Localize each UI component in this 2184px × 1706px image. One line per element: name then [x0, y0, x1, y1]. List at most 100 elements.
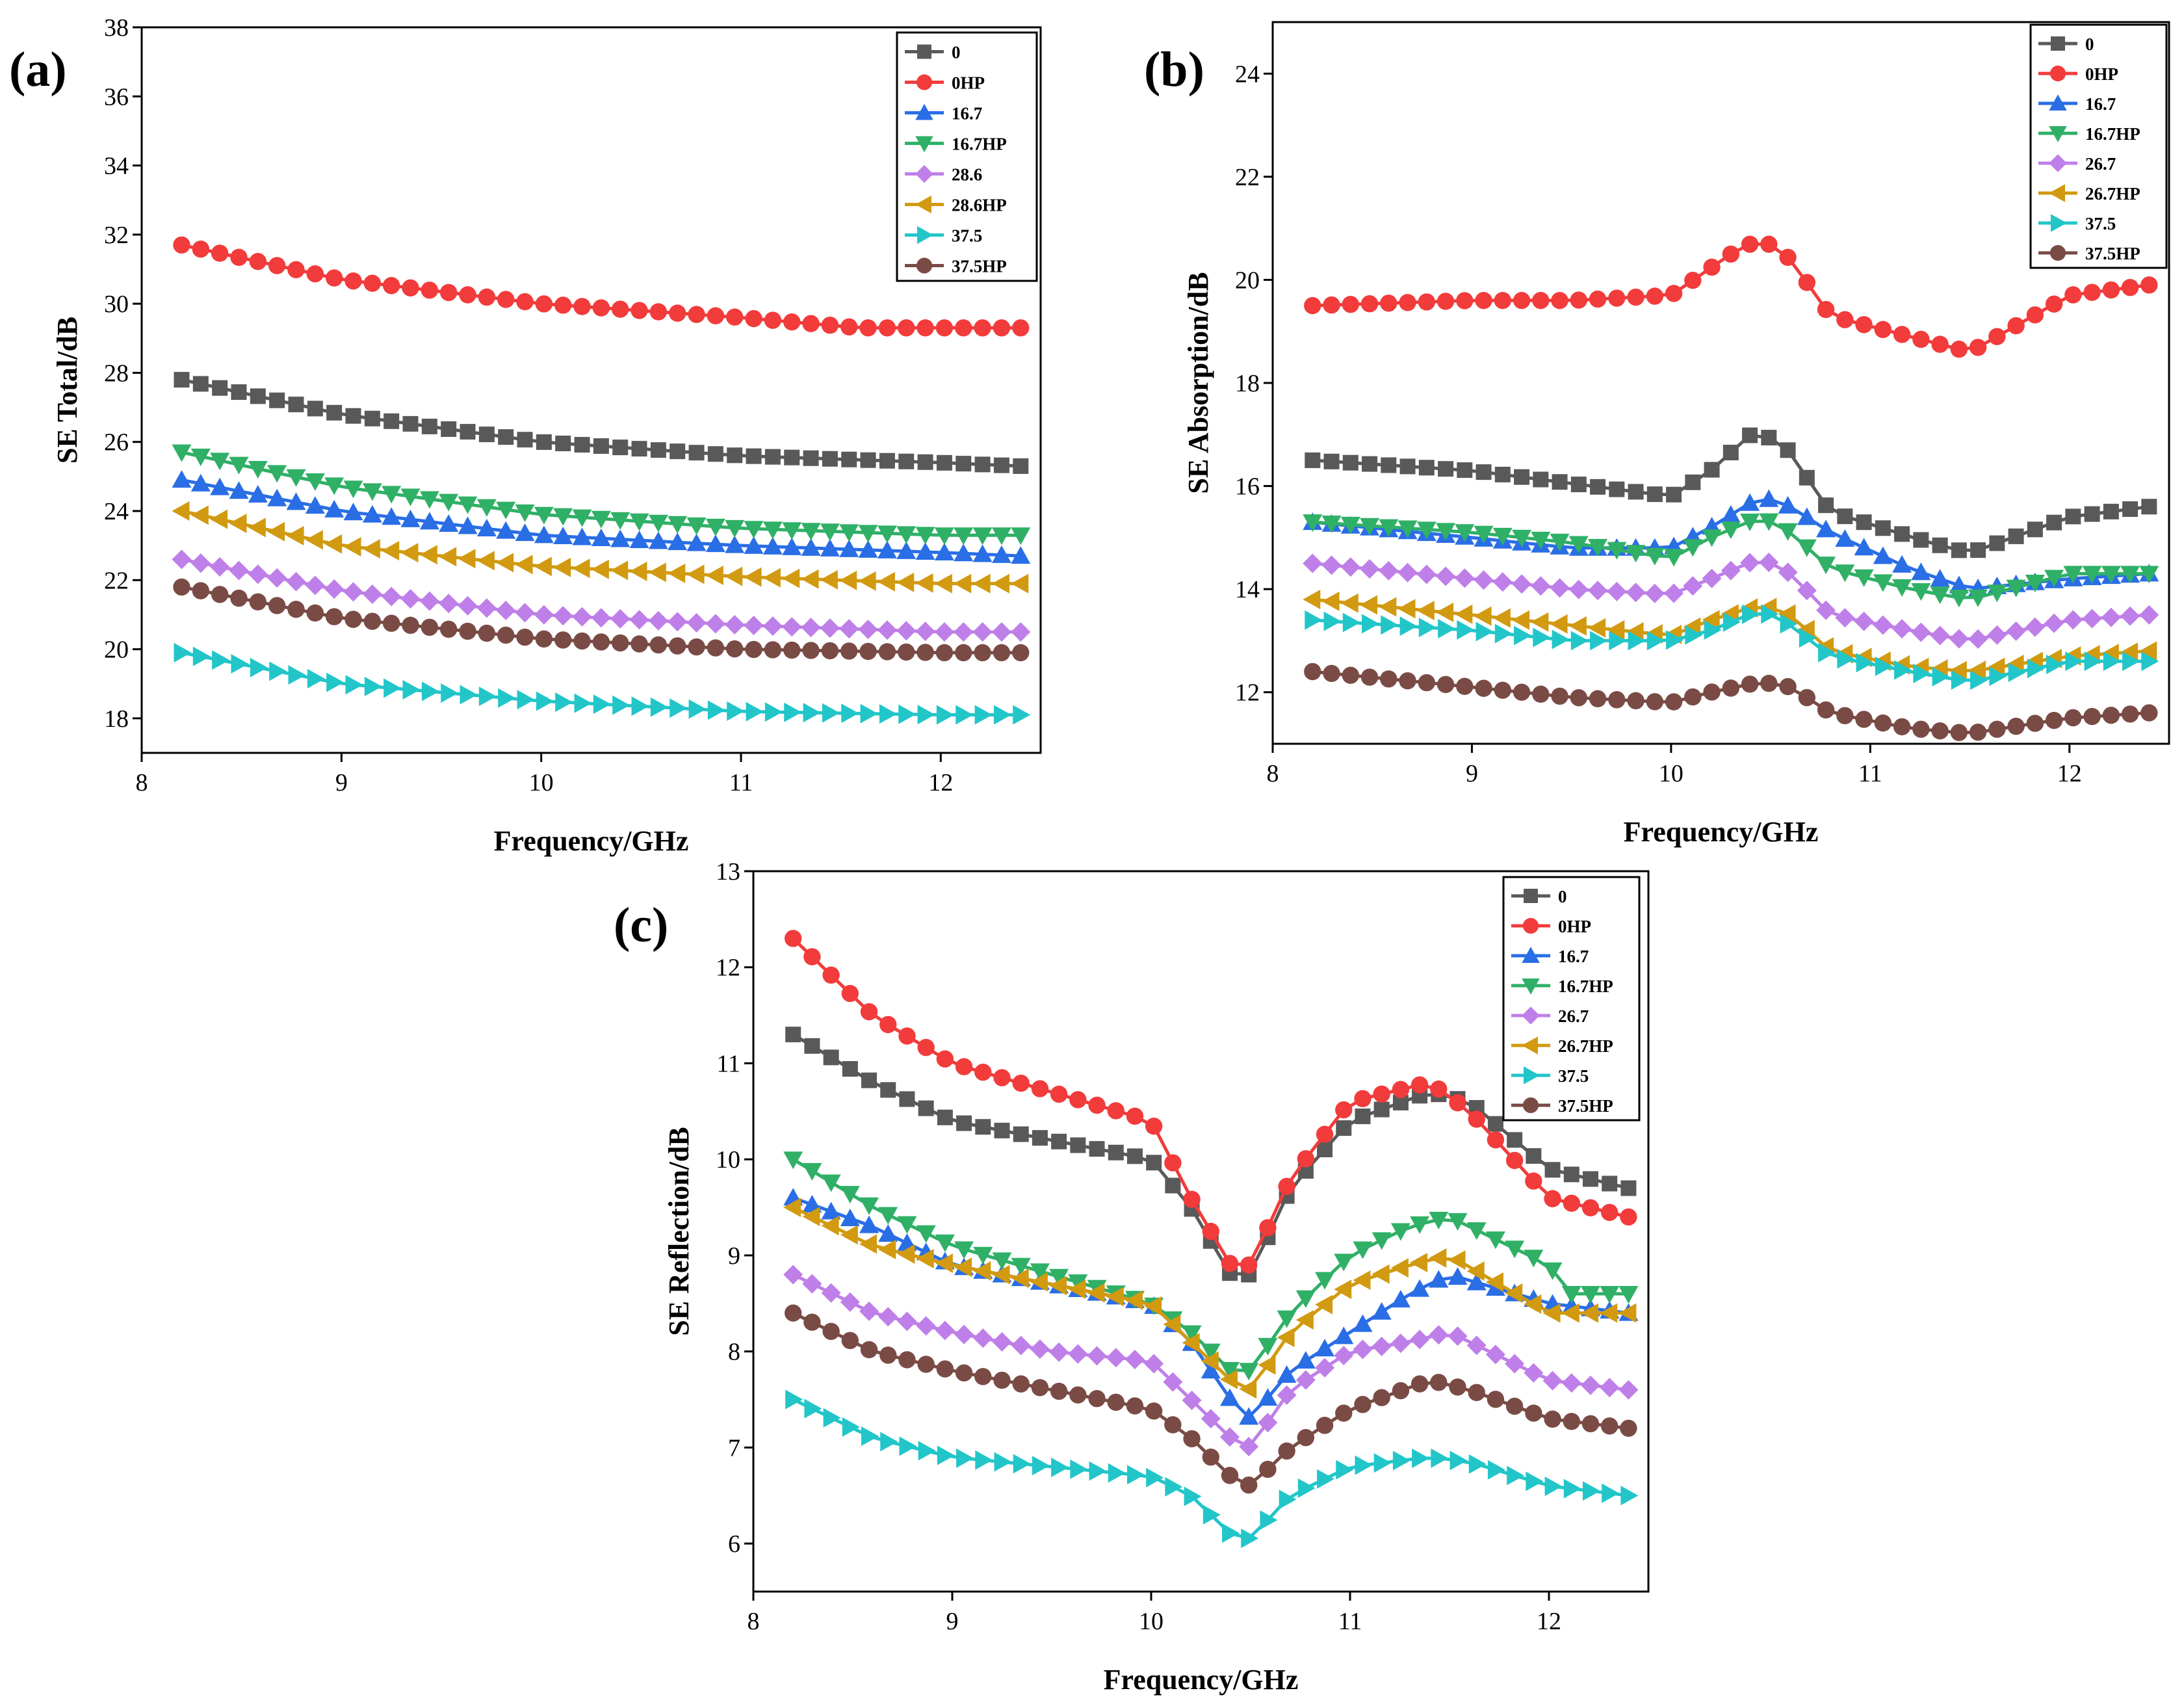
data-point-0HP-1 — [1323, 296, 1340, 314]
data-point-28.6-31 — [762, 616, 783, 636]
data-point-37.5HP-10 — [363, 612, 382, 630]
y-tick-label: 26 — [104, 429, 129, 456]
data-point-37.5HP-37 — [878, 643, 896, 661]
data-point-16.7HP-19 — [534, 506, 554, 525]
data-point-26.7-29 — [1854, 611, 1874, 631]
data-point-26.7-35 — [1448, 1326, 1468, 1346]
data-point-26.7HP-16 — [1607, 620, 1625, 640]
data-point-26.7-6 — [897, 1311, 917, 1332]
data-point-0HP-10 — [363, 274, 382, 292]
data-point-16.7-23 — [1740, 493, 1760, 511]
series-37.5HP — [785, 1304, 1637, 1494]
data-point-0-39 — [2046, 514, 2062, 531]
data-point-16.7HP-38 — [1505, 1240, 1525, 1259]
data-point-16.7-31 — [1372, 1302, 1392, 1320]
data-point-26.7-39 — [1524, 1363, 1544, 1383]
data-point-16.7HP-13 — [1550, 533, 1570, 551]
series-26.7 — [783, 1265, 1639, 1457]
data-point-0HP-38 — [898, 319, 915, 337]
data-point-28.6HP-43 — [991, 573, 1009, 594]
data-point-0HP-35 — [1449, 1094, 1466, 1112]
data-point-16.7HP-7 — [305, 473, 325, 492]
data-point-37.5-15 — [1590, 631, 1608, 651]
data-point-37.5HP-4 — [860, 1341, 878, 1359]
data-point-0-18 — [1646, 486, 1663, 503]
data-point-37.5HP-7 — [1436, 676, 1455, 694]
data-point-26.7HP-4 — [859, 1234, 878, 1254]
data-point-16.7-23 — [1220, 1388, 1240, 1406]
panel-c: 8 9 10 11 12 6 7 8 9 10 11 12 13 Frequency/GHz SE Refl… — [614, 858, 1650, 1696]
data-point-16.7HP-29 — [725, 519, 745, 538]
data-point-16.7HP-43 — [1600, 1286, 1620, 1304]
data-point-0-25 — [1780, 442, 1796, 458]
data-point-0-31 — [1373, 1101, 1390, 1118]
data-point-37.5-25 — [1260, 1510, 1278, 1530]
data-point-16.7-26 — [1277, 1365, 1297, 1383]
data-point-16.7HP-13 — [419, 491, 439, 509]
data-point-0-12 — [1013, 1126, 1029, 1142]
data-point-26.7-29 — [1334, 1345, 1354, 1365]
data-point-26.7HP-5 — [878, 1239, 896, 1259]
data-point-28.6HP-7 — [305, 530, 323, 550]
data-point-26.7-26 — [1797, 581, 1817, 601]
data-point-37.5-38 — [898, 704, 916, 724]
data-point-26.7-17 — [1106, 1348, 1126, 1368]
data-point-37.5-26 — [670, 698, 688, 718]
data-point-37.5HP-3 — [230, 589, 248, 607]
data-point-26.7-7 — [1436, 566, 1456, 586]
data-point-0HP-19 — [535, 295, 553, 313]
data-point-37.5-9 — [1476, 622, 1494, 642]
x-tick-label: 12 — [2057, 760, 2082, 787]
data-point-37.5-36 — [1989, 666, 2007, 687]
data-point-0HP-33 — [802, 315, 820, 332]
data-point-26.7-40 — [1542, 1371, 1563, 1391]
data-point-16.7HP-16 — [1607, 542, 1627, 560]
data-point-16.7HP-43 — [2120, 566, 2140, 584]
data-point-37.5HP-12 — [1012, 1375, 1030, 1393]
data-point-16.7-29 — [1334, 1326, 1354, 1345]
data-point-16.7HP-28 — [1315, 1272, 1335, 1290]
data-point-16.7HP-17 — [496, 501, 516, 519]
y-axis-label: SE Reflection/dB — [663, 1127, 695, 1335]
legend-marker-0HP — [916, 74, 933, 90]
data-point-37.5-30 — [746, 702, 764, 722]
data-point-37.5HP-25 — [1779, 677, 1797, 696]
data-point-26.7HP-42 — [1580, 1303, 1598, 1323]
data-point-37.5-20 — [555, 692, 573, 713]
data-point-0-26 — [1799, 469, 1815, 486]
data-point-0HP-3 — [841, 984, 859, 1003]
data-point-16.7HP-17 — [1626, 545, 1646, 563]
data-point-37.5-21 — [1184, 1486, 1202, 1506]
data-point-37.5-27 — [1818, 642, 1836, 663]
series-26.7HP — [783, 1198, 1637, 1399]
data-point-26.7HP-12 — [1011, 1268, 1029, 1289]
data-point-37.5-41 — [956, 705, 974, 725]
x-tick-label: 11 — [1338, 1608, 1362, 1635]
data-point-0-16 — [1609, 481, 1625, 497]
data-point-16.7-4 — [859, 1215, 879, 1233]
data-point-37.5-14 — [1570, 631, 1589, 651]
data-point-16.7-20 — [553, 526, 573, 544]
data-point-16.7HP-23 — [610, 512, 630, 530]
data-point-37.5HP-6 — [898, 1351, 916, 1369]
data-point-16.7HP-36 — [1987, 584, 2007, 603]
data-point-0-25 — [650, 442, 666, 458]
data-point-0-18 — [517, 432, 533, 448]
data-point-26.7HP-16 — [1087, 1283, 1105, 1303]
data-point-37.5-44 — [1013, 705, 1031, 725]
data-point-26.7HP-3 — [1360, 595, 1378, 615]
data-point-37.5-13 — [1032, 1456, 1050, 1476]
data-point-16.7HP-13 — [1030, 1263, 1050, 1281]
data-point-16.7HP-10 — [1492, 527, 1513, 545]
data-point-0-2 — [823, 1049, 839, 1066]
data-point-0HP-43 — [1600, 1203, 1618, 1221]
data-point-0HP-29 — [1855, 316, 1873, 334]
data-point-37.5HP-14 — [1570, 689, 1588, 707]
x-tick-label: 8 — [136, 769, 148, 796]
data-point-0HP-26 — [1798, 274, 1816, 291]
data-point-0-3 — [1362, 456, 1378, 472]
legend-marker-26.7 — [1522, 1006, 1540, 1025]
data-point-37.5HP-26 — [669, 637, 686, 655]
data-point-0HP-6 — [1418, 293, 1435, 311]
data-point-37.5-41 — [2084, 651, 2102, 672]
